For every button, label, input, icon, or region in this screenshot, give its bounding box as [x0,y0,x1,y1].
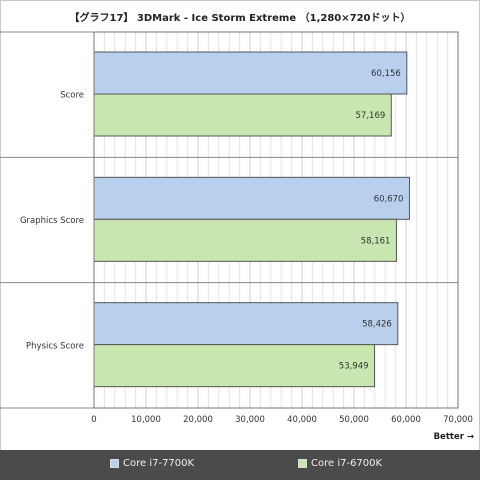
x-tick-label: 20,000 [183,415,213,425]
category-label: Score [60,91,84,101]
bar [93,93,392,137]
legend-item-series1: Core i7-7700K [110,458,194,469]
bar [93,302,399,346]
bar [93,218,397,262]
x-tick-label: 0 [91,415,96,425]
legend-swatch-series2 [298,459,307,468]
legend-item-series2: Core i7-6700K [298,458,382,469]
bar-chart: Score 60,156 57,169 Graphics Score 60,670 58,… [0,31,474,442]
bar-value-label: 58,161 [361,236,391,246]
x-tick-label: 10,000 [131,415,161,425]
bar-value-label: 60,670 [374,194,404,204]
legend-swatch-series1 [110,459,119,468]
bar-value-label: 60,156 [371,69,401,79]
chart-title: 【グラフ17】 3DMark - Ice Storm Extreme （1,28… [69,13,411,24]
legend-label-series2: Core i7-6700K [311,458,383,469]
bar [93,51,408,95]
x-tick-label: 30,000 [235,415,265,425]
x-tick-label: 50,000 [339,415,369,425]
x-tick-label: 70,000 [443,415,473,425]
legend-label-series1: Core i7-7700K [123,458,195,469]
axis-note: Better → [434,432,474,442]
bar [93,176,410,220]
legend: Core i7-7700K Core i7-6700K [0,450,480,480]
bar [93,344,376,388]
x-tick-label: 40,000 [287,415,317,425]
bar-value-label: 57,169 [356,111,386,121]
x-tick-label: 60,000 [391,415,421,425]
bar-value-label: 53,949 [339,362,369,372]
category-label: Graphics Score [20,216,84,226]
plot-border [93,31,459,409]
bar-value-label: 58,426 [362,320,392,330]
category-label: Physics Score [26,341,84,351]
